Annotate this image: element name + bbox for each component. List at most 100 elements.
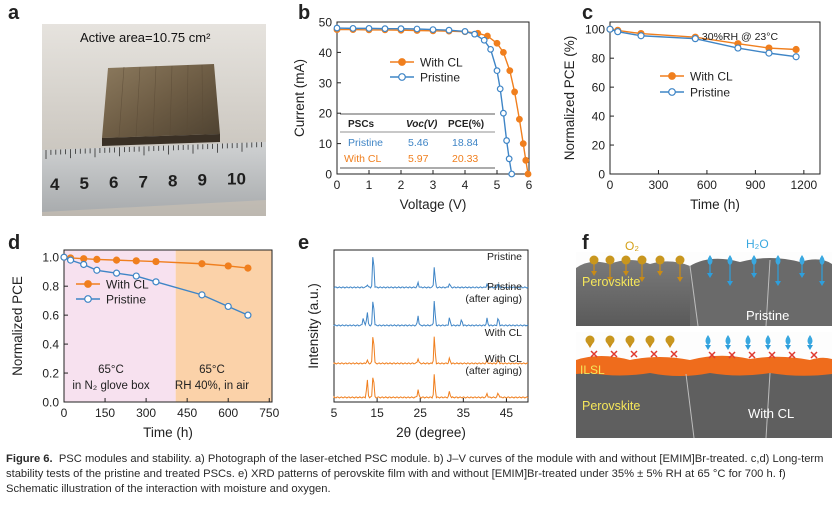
- x-tick-label: 300: [136, 406, 156, 420]
- data-point: [765, 49, 773, 57]
- o2-molecule: [645, 335, 655, 345]
- table-row-pristine-pce: 18.84: [452, 137, 478, 149]
- y-tick-label: 10: [319, 137, 333, 151]
- o2-molecule: [621, 255, 631, 265]
- ilsl-layer: [576, 355, 832, 376]
- table-row-withcl-voc: 5.97: [408, 153, 429, 165]
- blocked-mark: [590, 350, 598, 358]
- o2-arrow: [667, 343, 673, 348]
- y-tick-label: 0.8: [42, 280, 59, 294]
- ruler-number: 5: [80, 174, 89, 193]
- y-tick-label: 40: [319, 46, 333, 60]
- o2-molecule: [665, 335, 675, 345]
- active-area-label: Active area=10.75 cm²: [80, 30, 211, 45]
- data-point: [60, 253, 68, 261]
- blocked-mark: [768, 351, 776, 359]
- o2-arrow: [587, 343, 593, 348]
- h2o-molecule: [785, 335, 791, 345]
- y-tick-label: 20: [319, 107, 333, 121]
- table-row-withcl-pce: 20.33: [452, 153, 478, 165]
- data-point: [792, 45, 800, 54]
- data-point: [132, 272, 140, 280]
- plot-frame: [609, 21, 821, 175]
- x-tick-label: 15: [370, 406, 384, 420]
- legend-marker: [668, 88, 676, 96]
- h2o-molecule: [707, 255, 713, 265]
- o2-molecule: [585, 335, 595, 345]
- with-cl-label: With CL: [748, 406, 794, 421]
- data-point: [152, 257, 160, 266]
- h2o-molecule: [727, 255, 733, 265]
- h2o-arrow: [775, 281, 781, 286]
- x-tick-label: 45: [500, 406, 514, 420]
- legend-label: Pristine: [106, 293, 146, 307]
- x-tick-label: 2: [398, 178, 405, 192]
- blocked-mark: [728, 351, 736, 359]
- y-axis-label: Normalized PCE (%): [562, 36, 577, 161]
- blocked-mark: [788, 351, 796, 359]
- xrd-pattern: [333, 257, 529, 289]
- blocked-mark: [810, 351, 818, 359]
- data-point: [413, 25, 421, 33]
- x-tick-label: 1200: [790, 178, 817, 192]
- blocked-mark: [708, 351, 716, 359]
- legend-label: With CL: [106, 278, 149, 292]
- blocked-mark: [610, 350, 618, 358]
- o2-arrow: [607, 343, 613, 348]
- o2-molecule: [625, 335, 635, 345]
- x-tick-label: 25: [414, 406, 428, 420]
- perovskite-label-bottom: Perovskite: [582, 399, 640, 413]
- y-tick-label: 0: [598, 168, 605, 182]
- data-point: [198, 291, 206, 299]
- x-tick-label: 35: [457, 406, 471, 420]
- h2o-molecule: [725, 335, 731, 345]
- region-glovebox-temp: 65°C: [98, 364, 124, 376]
- h2o-arrow: [745, 345, 751, 350]
- y-axis-label: Intensity (a.u.): [306, 283, 321, 369]
- plot-frame: [63, 249, 273, 403]
- xrd-pattern: [333, 336, 529, 365]
- data-point: [614, 28, 622, 36]
- blocked-mark: [650, 350, 658, 358]
- data-point: [112, 269, 121, 277]
- data-point: [487, 45, 495, 53]
- data-point: [93, 255, 101, 264]
- x-axis-label: Time (h): [143, 425, 193, 440]
- o2-arrow: [657, 271, 663, 276]
- ruler-number: 9: [198, 171, 207, 190]
- perovskite-layer-cl: [576, 368, 832, 438]
- data-point: [244, 311, 252, 319]
- perovskite-label-top: Perovskite: [582, 275, 640, 289]
- data-point: [333, 24, 341, 32]
- panel-label-b: b: [298, 2, 311, 24]
- xrd-pattern: [333, 300, 529, 327]
- data-point: [365, 24, 373, 32]
- data-point: [93, 266, 101, 274]
- legend-label: With CL: [690, 70, 733, 84]
- o2-arrow: [623, 271, 629, 276]
- data-point: [445, 26, 453, 34]
- caption-lead: Figure 6.: [6, 453, 53, 465]
- o2-arrow: [627, 343, 633, 348]
- data-point: [493, 67, 501, 75]
- data-point: [397, 25, 405, 33]
- data-point: [480, 36, 488, 44]
- data-point: [524, 170, 532, 178]
- x-tick-label: 150: [95, 406, 115, 420]
- h2o-molecule: [745, 335, 751, 345]
- o2-molecule: [605, 335, 615, 345]
- plot-frame: [336, 21, 530, 175]
- xrd-chart: 5 15 25 35 45 2θ (degree) Intensity (a.u.) Pris…: [306, 249, 529, 440]
- h2o-arrow: [707, 273, 713, 278]
- xrd-pattern-label: (after aging): [465, 293, 522, 305]
- figure-caption: Figure 6. PSC modules and stability. a) …: [6, 452, 834, 497]
- table-header-pscs: PSCs: [348, 119, 375, 130]
- o2-molecule: [589, 255, 599, 265]
- table-header-pce: PCE(%): [448, 119, 484, 130]
- data-point: [381, 25, 389, 33]
- data-point: [244, 264, 252, 272]
- panel-label-d: d: [8, 232, 21, 254]
- table-row-pristine-voc: 5.46: [408, 137, 429, 149]
- h2o-label: H₂O: [746, 237, 769, 251]
- y-tick-label: 20: [592, 139, 606, 153]
